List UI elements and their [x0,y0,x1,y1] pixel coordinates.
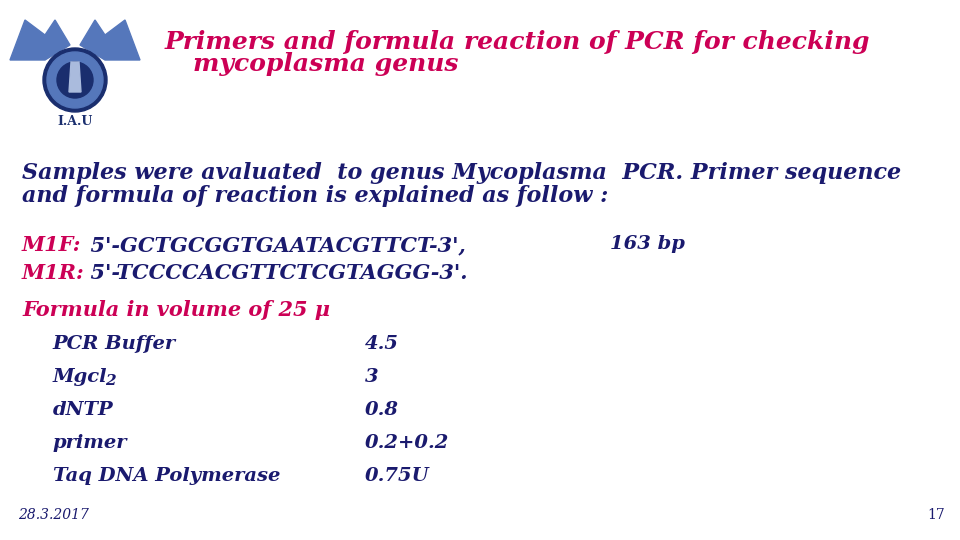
Text: Taq DNA Polymerase: Taq DNA Polymerase [53,467,280,485]
Text: M1R:: M1R: [22,263,84,283]
Text: 2: 2 [105,374,115,388]
Text: Formula in volume of 25 μ: Formula in volume of 25 μ [22,300,330,320]
Polygon shape [69,62,81,92]
Text: Primers and formula reaction of PCR for checking: Primers and formula reaction of PCR for … [165,30,871,54]
Circle shape [47,52,103,108]
Text: PCR Buffer: PCR Buffer [53,335,176,353]
Text: dNTP: dNTP [53,401,113,419]
Text: primer: primer [53,434,128,452]
Text: 163 bp: 163 bp [610,235,684,253]
Text: 4.5: 4.5 [365,335,398,353]
Text: 28.3.2017: 28.3.2017 [18,508,89,522]
Text: I.A.U: I.A.U [58,115,93,128]
Text: mycoplasma genus: mycoplasma genus [193,52,459,76]
Text: 5'-GCTGCGGTGAATACGTTCT-3',: 5'-GCTGCGGTGAATACGTTCT-3', [76,235,466,255]
Polygon shape [10,20,70,60]
Text: 5'-TCCCCACGTTCTCGTAGGG-3'.: 5'-TCCCCACGTTCTCGTAGGG-3'. [76,263,468,283]
Circle shape [57,62,93,98]
Text: Samples were avaluated  to genus Mycoplasma  PCR. Primer sequence: Samples were avaluated to genus Mycoplas… [22,162,901,184]
Text: M1F:: M1F: [22,235,82,255]
Text: 0.75U: 0.75U [365,467,429,485]
Text: 0.8: 0.8 [365,401,398,419]
Circle shape [43,48,107,112]
Text: 3: 3 [365,368,378,386]
Polygon shape [80,20,140,60]
Text: and formula of reaction is explained as follow :: and formula of reaction is explained as … [22,185,609,207]
Text: 17: 17 [927,508,945,522]
Text: 0.2+0.2: 0.2+0.2 [365,434,449,452]
Text: Mgcl: Mgcl [53,368,108,386]
